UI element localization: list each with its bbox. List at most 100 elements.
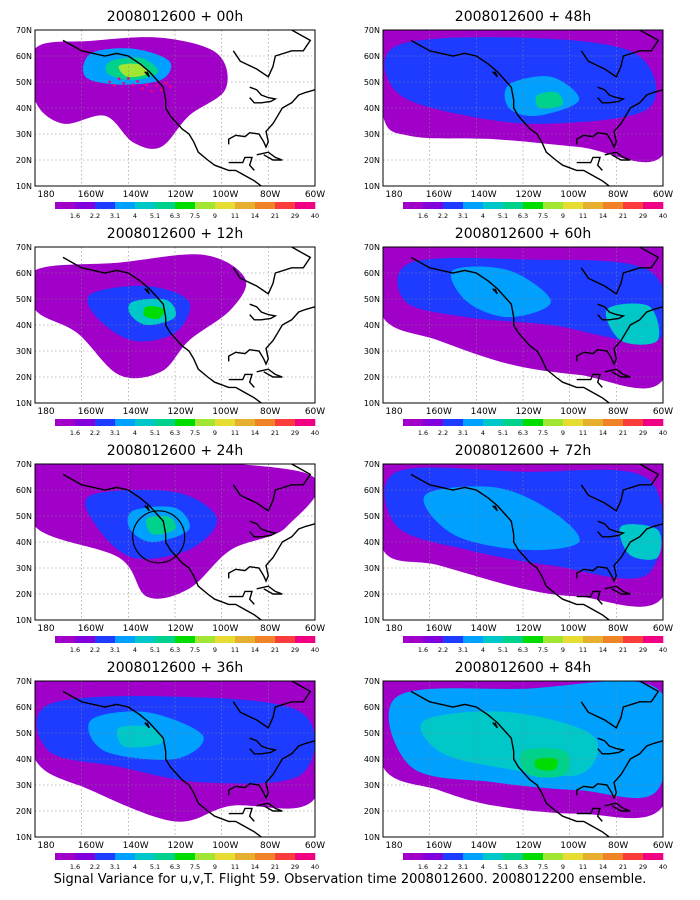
x-tick-label: 180: [37, 841, 54, 851]
colorbar-swatch: [503, 853, 524, 860]
panel-title: 2008012600 + 72h: [455, 443, 591, 459]
colorbar-label: 9: [213, 212, 217, 220]
colorbar-swatch: [135, 419, 156, 426]
coastline: [580, 247, 660, 295]
coastline: [410, 256, 610, 403]
colorbar-label: 6.3: [518, 429, 528, 437]
y-tick-label: 30N: [16, 130, 32, 139]
y-tick-label: 20N: [16, 373, 32, 382]
colorbar-swatch: [443, 853, 464, 860]
colorbar-swatch: [463, 202, 484, 209]
panel-title: 2008012600 + 00h: [107, 9, 243, 25]
coastline: [256, 802, 283, 812]
x-tick-label: 160W: [426, 407, 452, 417]
y-tick-label: 70N: [364, 26, 380, 35]
x-tick-label: 100W: [212, 624, 238, 634]
colorbar-swatch: [95, 419, 116, 426]
colorbar-label: 9: [213, 429, 217, 437]
panel-title: 2008012600 + 48h: [455, 9, 591, 25]
colorbar-swatch: [403, 636, 424, 643]
map-panel: 2008012600 + 12h 10N 20N 30N 40N 50N 60N 70N 180…: [16, 226, 325, 437]
colorbar-label: 14: [251, 863, 259, 871]
colorbar-swatch: [295, 202, 316, 209]
y-tick-label: 10N: [364, 616, 380, 625]
colorbar-swatch: [95, 202, 116, 209]
colorbar-swatch: [215, 202, 236, 209]
colorbar-swatch: [275, 636, 296, 643]
colorbar-label: 11: [579, 429, 587, 437]
colorbar-label: 21: [271, 863, 279, 871]
x-tick-label: 80W: [608, 841, 628, 851]
colorbar-swatch: [603, 419, 624, 426]
colorbar-swatch: [215, 419, 236, 426]
colorbar-label: 7.5: [190, 212, 200, 220]
colorbar-label: 5.1: [150, 863, 160, 871]
x-tick-label: 80W: [260, 841, 280, 851]
colorbar-label: 14: [599, 863, 607, 871]
colorbar-label: 5.1: [150, 212, 160, 220]
colorbar-label: 14: [251, 429, 259, 437]
x-tick-label: 180: [37, 407, 54, 417]
colorbar-swatch: [255, 853, 276, 860]
colorbar-label: 29: [639, 212, 647, 220]
coastline: [604, 802, 631, 812]
contour-region: [423, 486, 580, 551]
x-tick-label: 100W: [212, 190, 238, 200]
colorbar-label: 11: [231, 863, 239, 871]
colorbar-label: 7.5: [538, 212, 548, 220]
colorbar-swatch: [235, 419, 256, 426]
colorbar-label: 1.6: [70, 646, 80, 654]
colorbar-swatch: [55, 419, 76, 426]
colorbar-label: 1.6: [70, 212, 80, 220]
target-circle: [132, 510, 186, 564]
y-tick-label: 30N: [16, 781, 32, 790]
colorbar-swatch: [563, 636, 584, 643]
x-tick-label: 120W: [515, 841, 541, 851]
y-tick-label: 60N: [364, 52, 380, 61]
colorbar-swatch: [523, 636, 544, 643]
y-tick-label: 50N: [364, 512, 380, 521]
colorbar-label: 6.3: [170, 863, 180, 871]
colorbar-label: 3.1: [110, 646, 120, 654]
colorbar-swatch: [623, 636, 644, 643]
colorbar-label: 4: [133, 863, 137, 871]
colorbar-label: 11: [579, 863, 587, 871]
colorbar-label: 11: [579, 646, 587, 654]
y-tick-label: 50N: [364, 295, 380, 304]
colorbar-swatch: [115, 853, 136, 860]
colorbar-label: 4: [481, 863, 485, 871]
colorbar-swatch: [55, 853, 76, 860]
y-tick-label: 40N: [364, 104, 380, 113]
colorbar-swatch: [95, 636, 116, 643]
colorbar-swatch: [295, 853, 316, 860]
x-tick-label: 100W: [212, 407, 238, 417]
colorbar-swatch: [443, 419, 464, 426]
colorbar-label: 4: [481, 212, 485, 220]
y-tick-label: 40N: [364, 321, 380, 330]
colorbar-label: 2.2: [438, 429, 448, 437]
colorbar-swatch: [583, 202, 604, 209]
y-tick-label: 20N: [16, 156, 32, 165]
colorbar-label: 5.1: [498, 212, 508, 220]
colorbar-label: 2.2: [90, 429, 100, 437]
x-tick-label: 160W: [78, 841, 104, 851]
x-tick-label: 140W: [123, 624, 149, 634]
y-tick-label: 20N: [16, 590, 32, 599]
observation-dot: [117, 77, 121, 81]
coastline: [249, 86, 278, 104]
colorbar-label: 6.3: [518, 646, 528, 654]
contour-region: [146, 515, 176, 535]
coastline: [575, 523, 663, 583]
coastline: [576, 156, 603, 171]
colorbar-swatch: [175, 419, 196, 426]
colorbar-label: 11: [231, 212, 239, 220]
map-panel: 2008012600 + 36h 10N 20N 30N 40N 50N 60N 70N 180…: [16, 660, 325, 871]
y-tick-label: 10N: [16, 833, 32, 842]
y-tick-label: 30N: [364, 130, 380, 139]
colorbar-swatch: [523, 202, 544, 209]
colorbar-label: 1.6: [418, 646, 428, 654]
observation-dot: [140, 87, 144, 90]
colorbar-swatch: [155, 202, 176, 209]
colorbar-swatch: [275, 853, 296, 860]
x-tick-label: 160W: [426, 190, 452, 200]
